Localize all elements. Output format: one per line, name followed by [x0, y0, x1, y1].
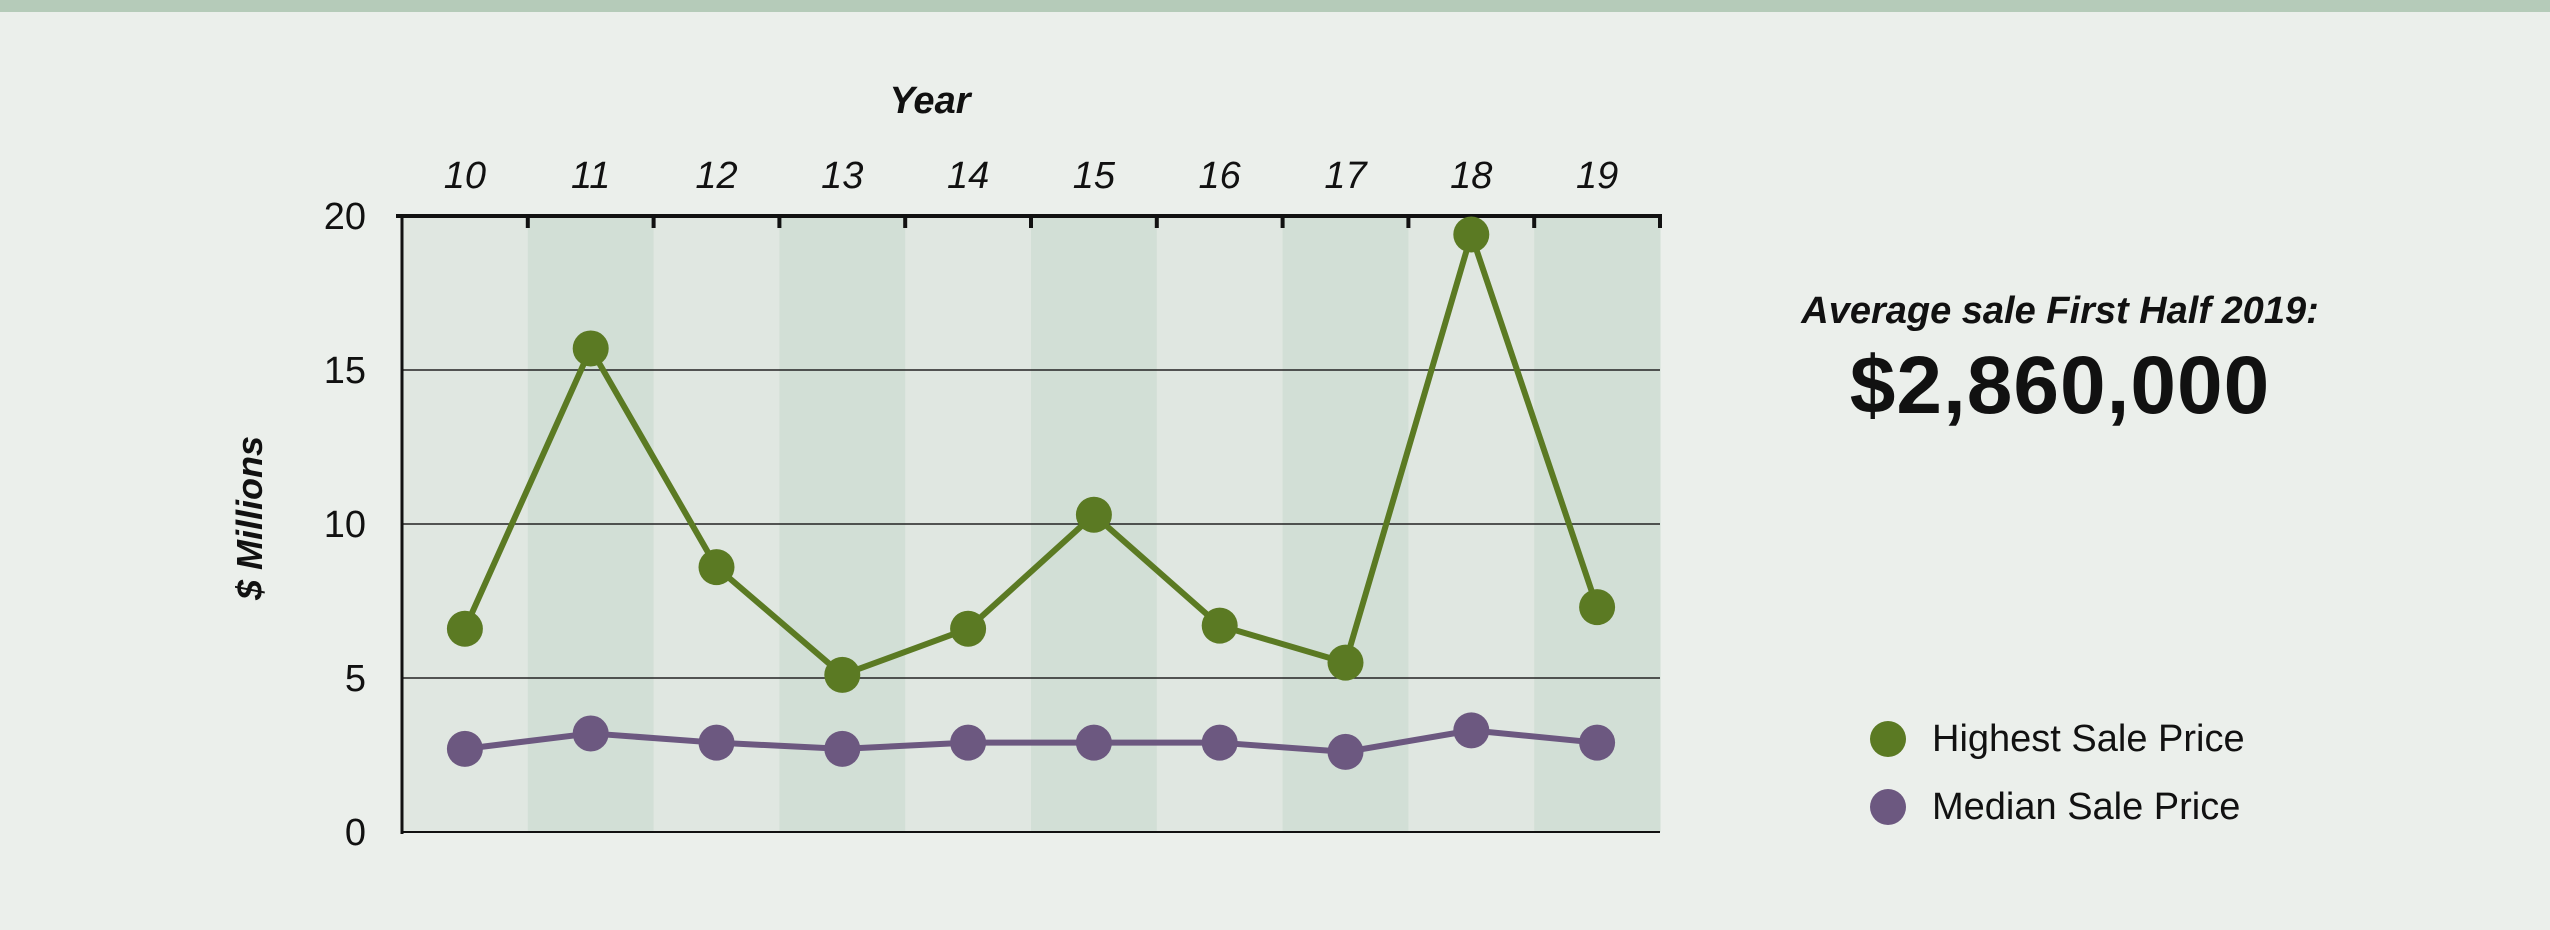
- series-line-highest-sale-price: [462, 231, 1600, 678]
- x-tick-label: 16: [1199, 155, 1242, 197]
- legend-marker-highest: [1870, 721, 1906, 757]
- y-tick-label: 15: [324, 350, 366, 392]
- data-point-median-sale-price: [1579, 724, 1616, 761]
- legend-label-median: Median Sale Price: [1932, 785, 2241, 828]
- y-axis-title: $ Millions: [229, 435, 270, 601]
- series-median-sale-price: [446, 712, 1616, 770]
- legend-label-highest: Highest Sale Price: [1932, 717, 2245, 760]
- gridlines: [402, 369, 1660, 679]
- y-tick-label: 20: [324, 196, 366, 238]
- x-tick-label: 10: [444, 155, 486, 197]
- y-tick-label: 0: [345, 812, 366, 854]
- data-point-median-sale-price: [950, 724, 987, 761]
- data-point-highest-sale-price: [698, 549, 735, 586]
- data-point-highest-sale-price: [1453, 216, 1490, 253]
- legend-marker-median: [1870, 789, 1906, 825]
- x-tick-label: 19: [1576, 155, 1618, 197]
- data-point-highest-sale-price: [1327, 644, 1364, 681]
- data-point-highest-sale-price: [824, 656, 861, 693]
- data-point-highest-sale-price: [950, 610, 987, 647]
- data-point-median-sale-price: [1453, 712, 1490, 749]
- legend: Highest Sale Price Median Sale Price: [1870, 705, 2245, 841]
- x-tick-label: 18: [1450, 155, 1492, 197]
- y-tick-label: 10: [324, 504, 366, 546]
- series-line-median-sale-price: [464, 727, 1598, 755]
- x-tick-label: 12: [695, 155, 737, 197]
- data-point-median-sale-price: [698, 724, 735, 761]
- x-tick-label: 14: [947, 155, 989, 197]
- x-tick-label: 13: [821, 155, 863, 197]
- average-sale-label: Average sale First Half 2019:: [1801, 290, 2319, 332]
- data-point-median-sale-price: [1075, 724, 1112, 761]
- data-point-highest-sale-price: [1201, 607, 1238, 644]
- data-point-median-sale-price: [446, 730, 483, 767]
- data-point-highest-sale-price: [1075, 496, 1112, 533]
- average-sale-block: Average sale First Half 2019: $2,860,000: [1780, 290, 2340, 433]
- series-group: [446, 216, 1616, 770]
- data-point-highest-sale-price: [446, 610, 483, 647]
- x-tick-label: 11: [571, 155, 610, 197]
- average-sale-value: $2,860,000: [1849, 340, 2271, 431]
- data-point-median-sale-price: [1327, 733, 1364, 770]
- x-tick-label: 17: [1324, 155, 1368, 197]
- data-point-median-sale-price: [1201, 724, 1238, 761]
- y-tick-label: 5: [345, 658, 366, 700]
- legend-item-median: Median Sale Price: [1870, 773, 2245, 841]
- y-tick-labels: 0 5 10 15 20: [324, 196, 366, 854]
- x-axis-title: Year: [889, 80, 971, 122]
- data-point-median-sale-price: [824, 730, 861, 767]
- data-point-highest-sale-price: [1579, 589, 1616, 626]
- legend-item-highest: Highest Sale Price: [1870, 705, 2245, 773]
- data-point-median-sale-price: [572, 715, 609, 752]
- top-accent-bar: [0, 0, 2550, 12]
- series-highest-sale-price: [446, 216, 1616, 693]
- x-tick-labels: 10 11 12 13 14 15 16 17 18 19: [444, 155, 1618, 197]
- axes: [396, 214, 1662, 834]
- data-point-highest-sale-price: [572, 330, 609, 367]
- x-tick-label: 15: [1073, 155, 1116, 197]
